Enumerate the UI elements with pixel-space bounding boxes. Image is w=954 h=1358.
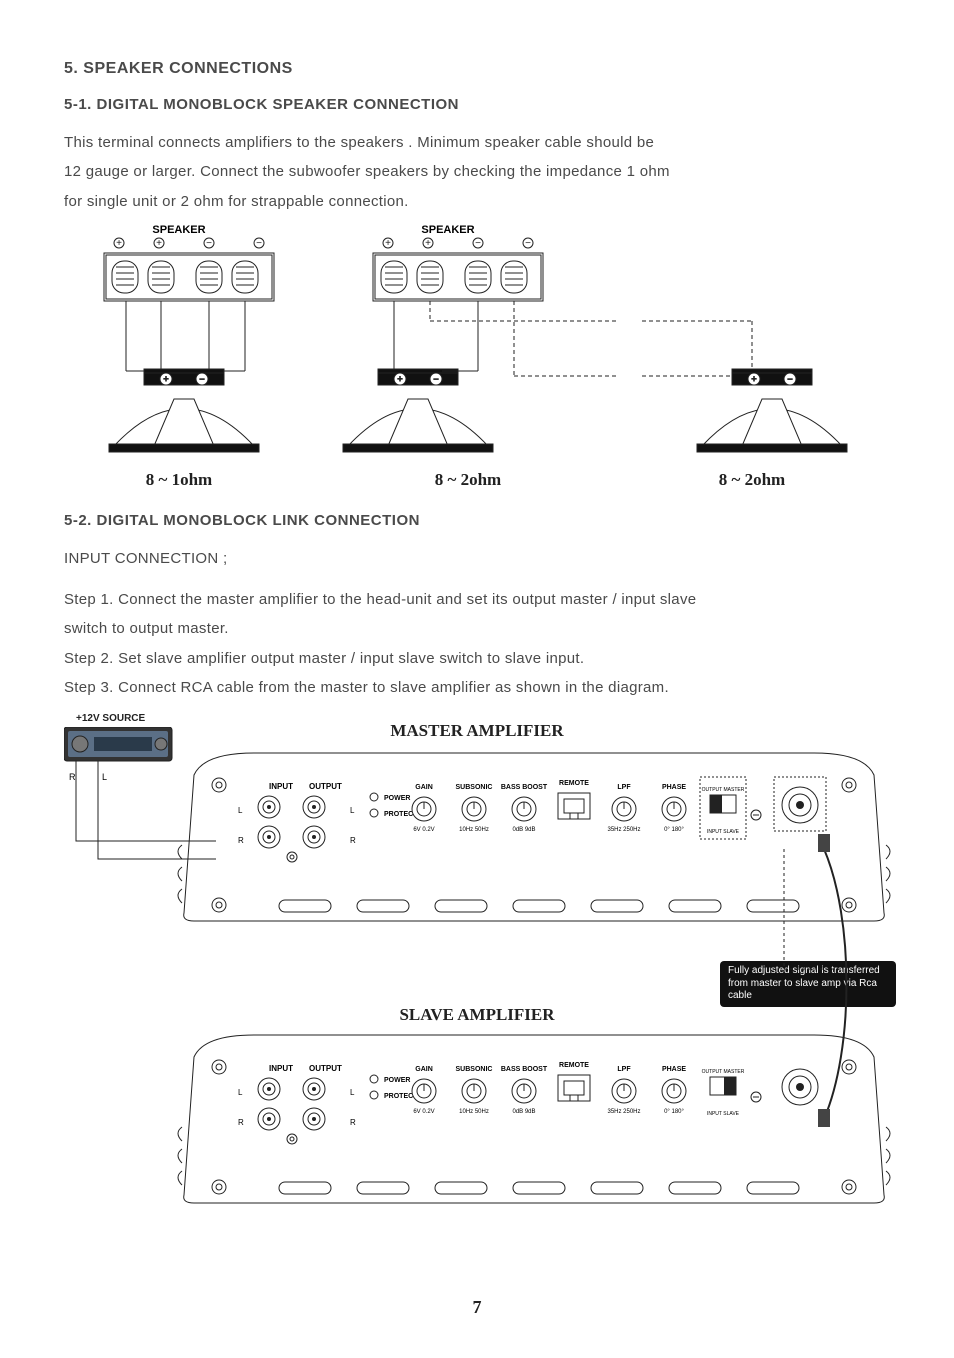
svg-text:−: − xyxy=(206,238,212,249)
svg-text:0° 180°: 0° 180° xyxy=(664,1109,684,1115)
input-connection-label: INPUT CONNECTION ; xyxy=(64,547,890,570)
svg-text:L: L xyxy=(350,806,355,815)
master-amp-title: MASTER AMPLIFIER xyxy=(64,721,890,741)
svg-text:6V 0.2V: 6V 0.2V xyxy=(413,1109,434,1115)
svg-text:LPF: LPF xyxy=(617,1066,631,1073)
sub1-para-line2: 12 gauge or larger. Connect the subwoofe… xyxy=(64,160,890,183)
svg-text:+: + xyxy=(385,238,391,249)
sub1-para-line3: for single unit or 2 ohm for strappable … xyxy=(64,190,890,213)
section-title: SPEAKER CONNECTIONS xyxy=(83,60,293,77)
signal-callout: Fully adjusted signal is transferred fro… xyxy=(720,961,896,1007)
master-amplifier-svg: INPUTOUTPUTLRLRPOWERPROTECTGAIN6V 0.2VSU… xyxy=(174,745,894,925)
svg-text:R: R xyxy=(69,772,76,782)
sub1-number: 5-1. xyxy=(64,96,92,113)
svg-text:INPUT: INPUT xyxy=(269,1064,293,1073)
svg-text:OUTPUT: OUTPUT xyxy=(309,782,342,791)
svg-text:10Hz 50Hz: 10Hz 50Hz xyxy=(459,827,489,833)
svg-text:+: + xyxy=(751,374,756,384)
sub1-title: DIGITAL MONOBLOCK SPEAKER CONNECTION xyxy=(97,96,459,113)
svg-text:SUBSONIC: SUBSONIC xyxy=(456,784,493,791)
impedance-label-1: 8 ~ 1ohm xyxy=(64,470,294,490)
speaker-diagram-2: SPEAKER + + − − xyxy=(318,221,618,490)
svg-text:BASS BOOST: BASS BOOST xyxy=(501,784,548,791)
impedance-label-3: 8 ~ 2ohm xyxy=(642,470,862,490)
speaker-diagram-3: + − 8 ~ 2ohm xyxy=(642,221,862,490)
svg-text:−: − xyxy=(199,374,204,384)
svg-text:INPUT: INPUT xyxy=(269,782,293,791)
section-number: 5. xyxy=(64,60,78,77)
svg-text:35Hz 250Hz: 35Hz 250Hz xyxy=(607,827,640,833)
svg-text:−: − xyxy=(525,238,531,249)
svg-text:GAIN: GAIN xyxy=(415,784,433,791)
svg-text:POWER: POWER xyxy=(384,1077,410,1084)
svg-text:0° 180°: 0° 180° xyxy=(664,827,684,833)
svg-text:R: R xyxy=(350,836,356,845)
svg-text:REMOTE: REMOTE xyxy=(559,780,589,787)
svg-text:GAIN: GAIN xyxy=(415,1066,433,1073)
svg-text:OUTPUT: OUTPUT xyxy=(309,1064,342,1073)
svg-text:+: + xyxy=(425,238,431,249)
svg-text:−: − xyxy=(787,374,792,384)
sub2-number: 5-2. xyxy=(64,512,92,529)
impedance-label-2: 8 ~ 2ohm xyxy=(318,470,618,490)
speaker-label: SPEAKER xyxy=(152,224,205,236)
svg-text:OUTPUT MASTER: OUTPUT MASTER xyxy=(702,1069,745,1075)
subsection-heading-1: 5-1. DIGITAL MONOBLOCK SPEAKER CONNECTIO… xyxy=(64,96,890,113)
svg-text:+: + xyxy=(397,374,402,384)
svg-text:+: + xyxy=(156,238,162,249)
svg-text:35Hz 250Hz: 35Hz 250Hz xyxy=(607,1109,640,1115)
svg-text:R: R xyxy=(238,1118,244,1127)
svg-text:−: − xyxy=(433,374,438,384)
svg-text:0dB 9dB: 0dB 9dB xyxy=(512,827,535,833)
page-number: 7 xyxy=(64,1297,890,1318)
svg-text:−: − xyxy=(256,238,262,249)
step-3: Step 3. Connect RCA cable from the maste… xyxy=(64,676,890,699)
sub1-para-line1: This terminal connects amplifiers to the… xyxy=(64,131,890,154)
subsection-heading-2: 5-2. DIGITAL MONOBLOCK LINK CONNECTION xyxy=(64,512,890,529)
sub2-title: DIGITAL MONOBLOCK LINK CONNECTION xyxy=(97,512,420,529)
svg-text:LPF: LPF xyxy=(617,784,631,791)
svg-text:REMOTE: REMOTE xyxy=(559,1062,589,1069)
svg-text:0dB 9dB: 0dB 9dB xyxy=(512,1109,535,1115)
svg-text:BASS BOOST: BASS BOOST xyxy=(501,1066,548,1073)
svg-text:OUTPUT MASTER: OUTPUT MASTER xyxy=(702,787,745,793)
slave-amp-title: SLAVE AMPLIFIER xyxy=(64,1005,890,1025)
svg-text:L: L xyxy=(102,772,107,782)
svg-text:L: L xyxy=(350,1088,355,1097)
svg-text:R: R xyxy=(350,1118,356,1127)
svg-text:SUBSONIC: SUBSONIC xyxy=(456,1066,493,1073)
svg-text:10Hz 50Hz: 10Hz 50Hz xyxy=(459,1109,489,1115)
svg-text:+: + xyxy=(163,374,168,384)
step-1b: switch to output master. xyxy=(64,617,890,640)
svg-text:SPEAKER: SPEAKER xyxy=(421,224,474,236)
svg-text:PHASE: PHASE xyxy=(662,1066,686,1073)
svg-text:INPUT SLAVE: INPUT SLAVE xyxy=(707,1111,740,1117)
slave-amplifier-svg: INPUTOUTPUTLRLRPOWERPROTECTGAIN6V 0.2VSU… xyxy=(174,1027,894,1207)
svg-text:PHASE: PHASE xyxy=(662,784,686,791)
svg-text:6V 0.2V: 6V 0.2V xyxy=(413,827,434,833)
speaker-diagram-row: SPEAKER + + − − xyxy=(64,221,890,490)
step-1a: Step 1. Connect the master amplifier to … xyxy=(64,588,890,611)
svg-text:−: − xyxy=(475,238,481,249)
step-2: Step 2. Set slave amplifier output maste… xyxy=(64,647,890,670)
svg-text:L: L xyxy=(238,1088,243,1097)
svg-text:+: + xyxy=(116,238,122,249)
svg-text:INPUT SLAVE: INPUT SLAVE xyxy=(707,829,740,835)
section-heading: 5. SPEAKER CONNECTIONS xyxy=(64,60,890,78)
svg-text:R: R xyxy=(238,836,244,845)
svg-text:L: L xyxy=(238,806,243,815)
speaker-diagram-1: SPEAKER + + − − xyxy=(64,221,294,490)
amplifier-diagram: +12V SOURCE R L MASTER AMPLIFIER INPUTOU… xyxy=(64,709,890,1269)
svg-text:POWER: POWER xyxy=(384,795,410,802)
